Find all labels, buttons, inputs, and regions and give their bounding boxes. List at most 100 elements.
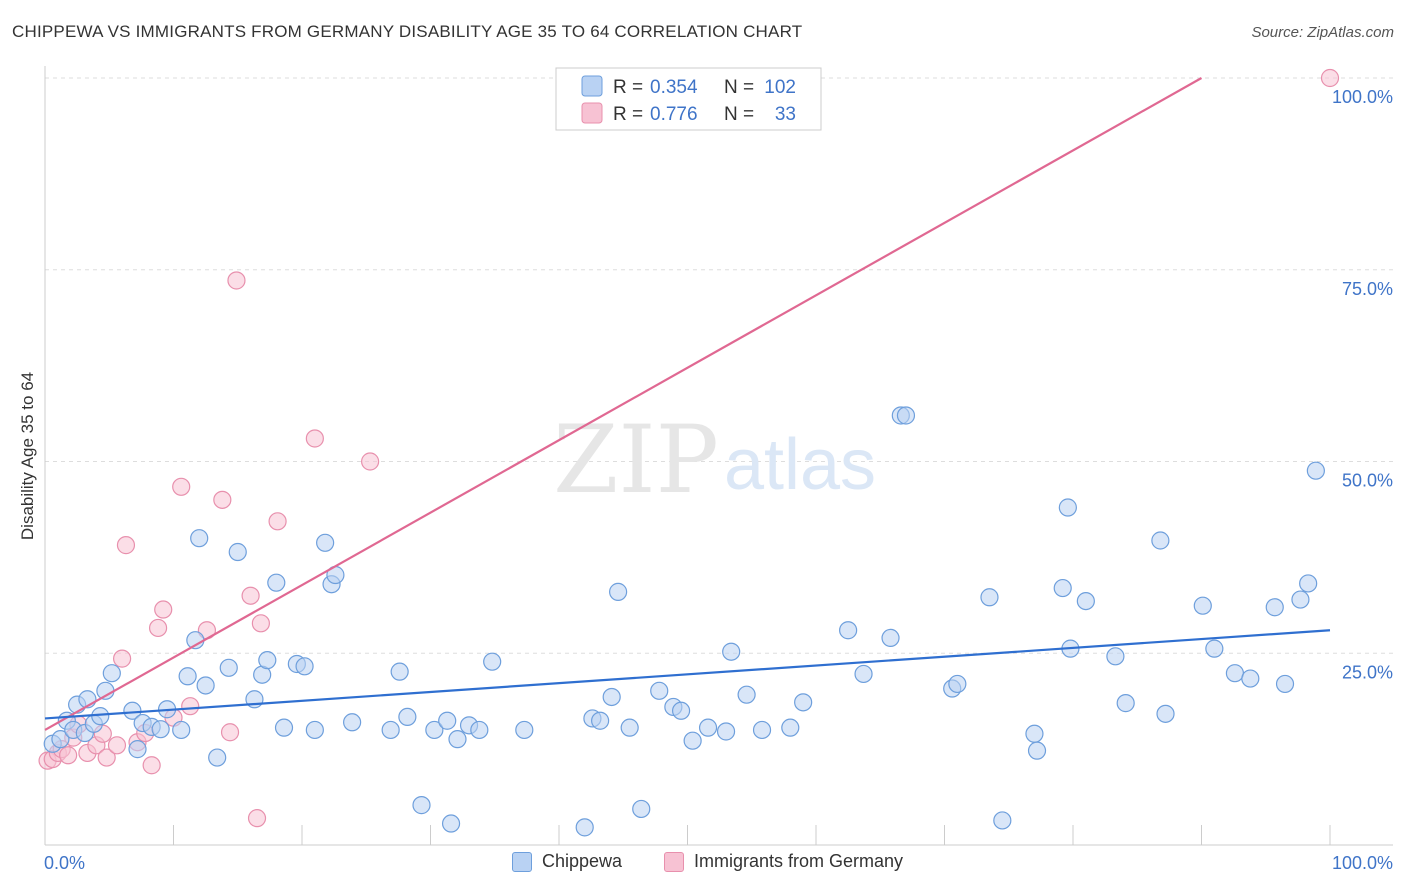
chippewa-point-94 xyxy=(1306,461,1325,480)
x-tick-label-max: 100.0% xyxy=(1332,853,1393,873)
chippewa-point-62 xyxy=(722,642,741,661)
x-tick-label-min: 0.0% xyxy=(44,853,85,873)
x-tick-labels: 0.0% 100.0% xyxy=(44,853,1393,873)
chippewa-point-47 xyxy=(483,652,502,671)
watermark-zip: ZIP xyxy=(553,406,719,515)
chippewa-point-69 xyxy=(881,628,900,648)
chippewa-point-83 xyxy=(1116,694,1135,713)
chippewa-point-31 xyxy=(295,657,314,676)
legend-label-chippewa: Chippewa xyxy=(542,851,623,871)
trend-lines xyxy=(44,77,1331,731)
legend-n-value-2: 33 xyxy=(775,104,796,125)
chippewa-point-91 xyxy=(1275,674,1295,694)
chippewa-point-79 xyxy=(1058,498,1077,517)
chippewa-point-76 xyxy=(1025,724,1044,743)
chippewa-point-48 xyxy=(515,720,534,740)
germany-point-21 xyxy=(181,697,200,716)
chippewa-point-17 xyxy=(172,720,191,740)
germany-trend-line xyxy=(44,77,1203,731)
chippewa-point-49 xyxy=(575,818,594,837)
chippewa-point-28 xyxy=(267,573,286,592)
germany-point-28 xyxy=(251,614,270,633)
chippewa-trend-line xyxy=(44,629,1331,720)
chippewa-point-89 xyxy=(1241,669,1260,688)
chippewa-point-42 xyxy=(438,711,457,730)
chippewa-point-92 xyxy=(1291,590,1310,609)
chippewa-point-37 xyxy=(381,720,400,740)
chippewa-point-38 xyxy=(390,662,409,681)
y-tick-label-1: 50.0% xyxy=(1342,471,1393,491)
chippewa-point-67 xyxy=(839,621,858,640)
chippewa-point-1 xyxy=(51,730,70,749)
chippewa-point-77 xyxy=(1027,741,1047,760)
germany-point-25 xyxy=(227,271,246,290)
legend-item-germany[interactable]: Immigrants from Germany xyxy=(664,851,903,872)
germany-point-18 xyxy=(154,600,173,619)
chippewa-point-54 xyxy=(620,718,639,737)
germany-point-11 xyxy=(107,736,127,755)
legend-label-germany: Immigrants from Germany xyxy=(694,851,904,871)
chippewa-point-64 xyxy=(752,720,772,740)
chippewa-point-63 xyxy=(737,685,756,704)
chippewa-point-18 xyxy=(178,667,197,686)
chippewa-point-32 xyxy=(305,720,324,740)
chippewa-point-61 xyxy=(716,722,736,741)
chippewa-point-53 xyxy=(609,582,628,601)
germany-point-16 xyxy=(142,756,161,775)
chart-title: CHIPPEWA VS IMMIGRANTS FROM GERMANY DISA… xyxy=(12,22,803,41)
chippewa-point-51 xyxy=(591,711,610,730)
chippewa-point-75 xyxy=(993,811,1012,830)
germany-point-24 xyxy=(220,723,240,742)
y-tick-label-3: 100.0% xyxy=(1332,87,1393,107)
chippewa-point-43 xyxy=(441,814,461,833)
germany-swatch-icon xyxy=(664,851,684,872)
y-tick-label-0: 25.0% xyxy=(1342,662,1393,682)
chippewa-point-21 xyxy=(196,676,215,695)
chippewa-point-44 xyxy=(448,730,467,749)
stats-legend-swatch-germany xyxy=(581,102,603,124)
legend-item-chippewa[interactable]: Chippewa xyxy=(512,851,622,872)
stats-legend: R = 0.354 N = 102 R = 0.776 N = 33 xyxy=(555,67,822,131)
chippewa-point-20 xyxy=(190,529,209,548)
chippewa-point-68 xyxy=(854,664,873,684)
chippewa-point-52 xyxy=(602,687,621,707)
chippewa-point-36 xyxy=(343,713,362,732)
axes xyxy=(44,66,1393,846)
germany-point-31 xyxy=(361,452,380,471)
chippewa-point-46 xyxy=(470,720,489,740)
chippewa-point-81 xyxy=(1076,591,1095,611)
legend-r-label-2: R = xyxy=(613,104,643,125)
legend-n-label-2: N = xyxy=(724,104,754,125)
chippewa-point-24 xyxy=(228,542,247,562)
chippewa-point-87 xyxy=(1205,639,1224,658)
chippewa-point-40 xyxy=(412,796,431,815)
series-chippewa-points xyxy=(43,406,1325,837)
chippewa-point-85 xyxy=(1156,704,1175,723)
germany-point-23 xyxy=(213,490,232,509)
legend-n-value-1: 102 xyxy=(764,77,796,98)
chippewa-swatch-icon xyxy=(512,851,532,872)
chippewa-point-82 xyxy=(1106,647,1125,666)
legend-r-value-2: 0.776 xyxy=(650,104,698,125)
germany-point-12 xyxy=(112,649,132,668)
chippewa-point-88 xyxy=(1225,664,1245,683)
germany-point-13 xyxy=(116,536,136,555)
germany-point-20 xyxy=(172,477,191,496)
chippewa-point-12 xyxy=(128,740,147,759)
legend-r-value-1: 0.354 xyxy=(650,77,698,98)
chippewa-point-27 xyxy=(258,651,277,670)
legend-r-label-1: R = xyxy=(613,77,643,98)
chippewa-point-23 xyxy=(219,658,238,677)
germany-point-27 xyxy=(247,809,267,828)
chippewa-point-73 xyxy=(948,674,967,694)
chippewa-point-71 xyxy=(896,406,916,425)
bottom-legend: Chippewa Immigrants from Germany xyxy=(0,851,1406,879)
chippewa-point-78 xyxy=(1053,578,1072,598)
germany-point-10 xyxy=(97,748,116,767)
legend-n-label-1: N = xyxy=(724,77,754,98)
chippewa-point-60 xyxy=(698,718,718,737)
germany-point-17 xyxy=(148,618,168,638)
gridlines xyxy=(45,77,1393,654)
chippewa-point-65 xyxy=(781,718,800,737)
